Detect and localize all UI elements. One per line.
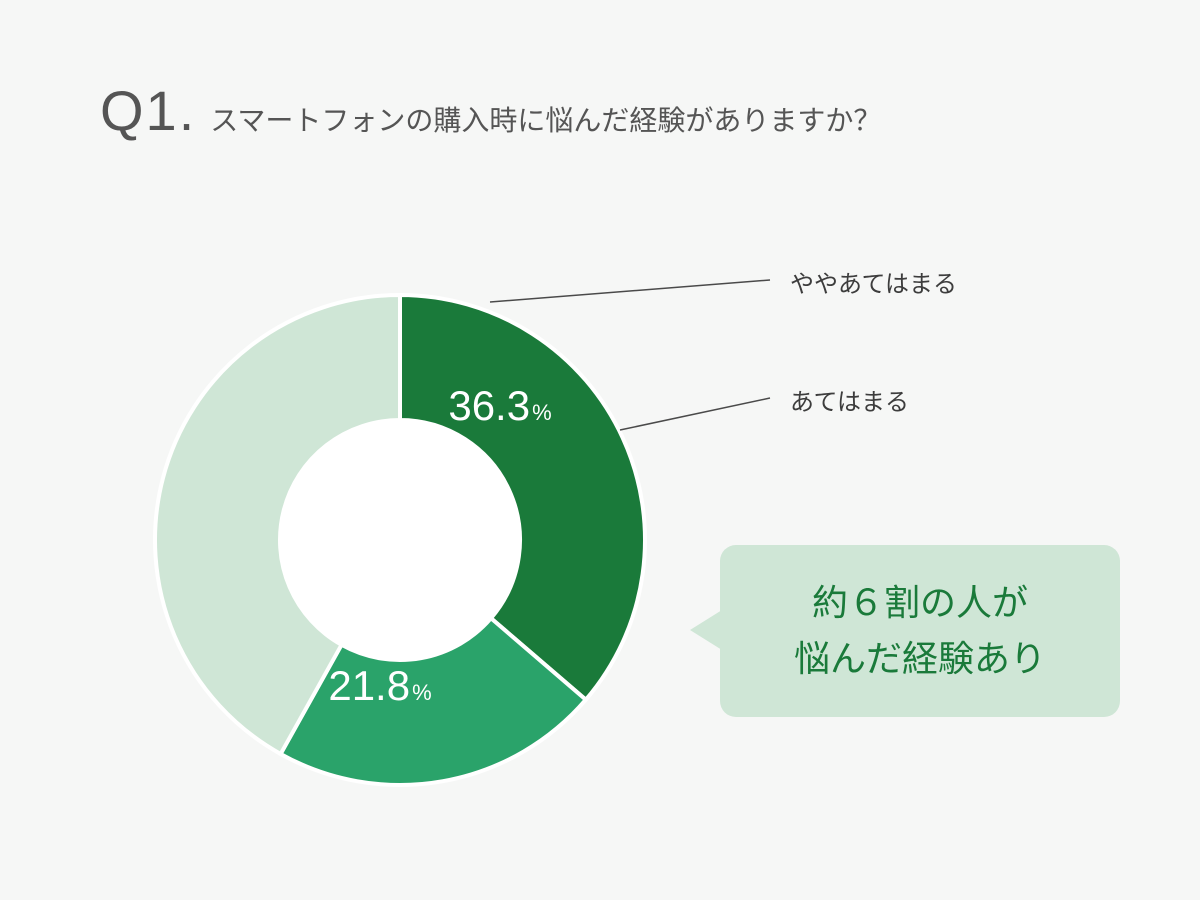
legend-item-yaya-atehamaru: ややあてはまる	[790, 264, 957, 299]
callout-line-1: 約６割の人が	[760, 575, 1080, 631]
donut-chart: 36.3%21.8%	[0, 0, 1200, 900]
donut-hole	[280, 420, 520, 660]
summary-callout: 約６割の人が 悩んだ経験あり	[720, 545, 1120, 717]
legend-label: あてはまる	[790, 389, 909, 416]
callout-line-2: 悩んだ経験あり	[760, 631, 1080, 687]
legend-item-atehamaru: あてはまる	[790, 382, 909, 417]
legend-leader-line	[620, 398, 770, 430]
legend-label: ややあてはまる	[790, 271, 957, 298]
legend-leader-line	[490, 280, 770, 302]
